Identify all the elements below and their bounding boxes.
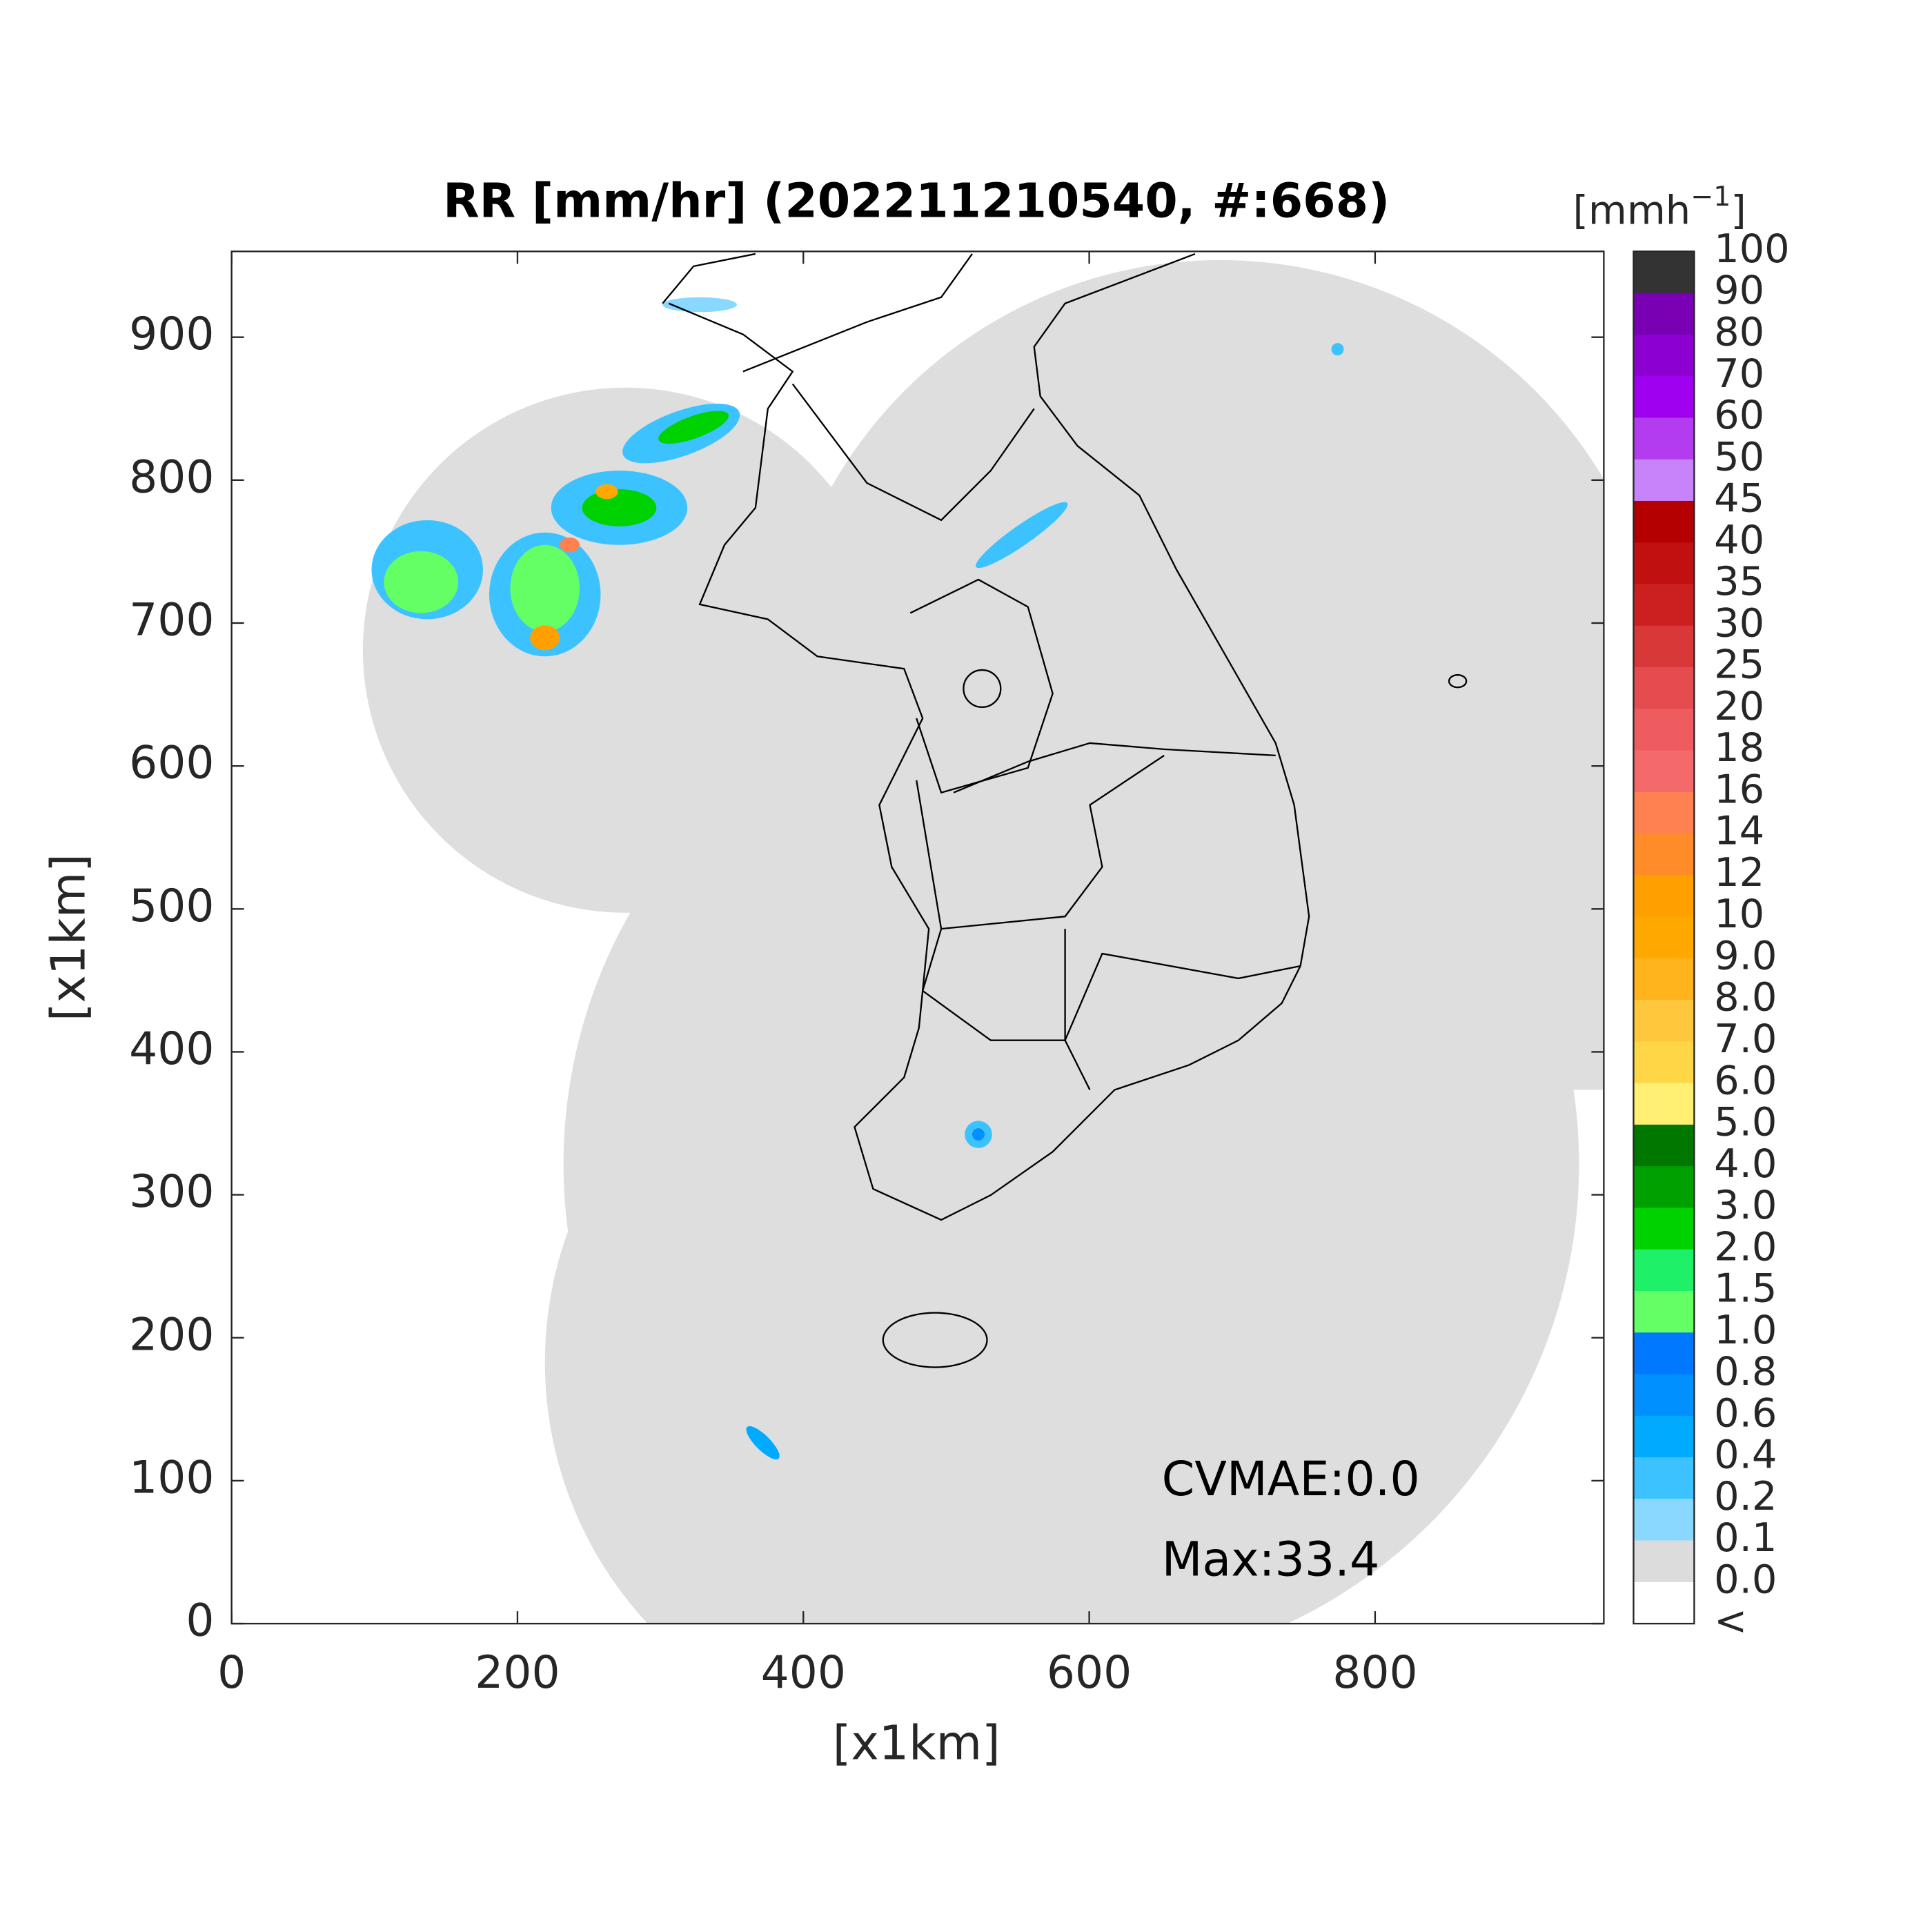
colorbar-label: 8.0 xyxy=(1714,974,1777,1021)
colorbar-label: 18 xyxy=(1714,724,1764,771)
colorbar-segment xyxy=(1633,1374,1695,1417)
colorbar-segment xyxy=(1633,1208,1695,1250)
colorbar-segment xyxy=(1633,1499,1695,1541)
precipitation xyxy=(371,297,1344,1460)
colorbar-segment xyxy=(1633,1581,1695,1624)
colorbar-segment xyxy=(1633,459,1695,502)
colorbar-label: 14 xyxy=(1714,808,1764,854)
unit-base: [mmh xyxy=(1573,187,1690,233)
colorbar-segment xyxy=(1633,1415,1695,1458)
colorbar-label: 6.0 xyxy=(1714,1057,1777,1103)
colorbar-label: 12 xyxy=(1714,849,1764,896)
colorbar-segment xyxy=(1633,293,1695,335)
colorbar-label: 3.0 xyxy=(1714,1182,1777,1228)
colorbar-label: 0.6 xyxy=(1714,1390,1777,1436)
colorbar-label: 0.8 xyxy=(1714,1348,1777,1394)
colorbar-segment xyxy=(1633,1457,1695,1499)
colorbar-label: 7.0 xyxy=(1714,1016,1777,1062)
colorbar-label: 45 xyxy=(1714,475,1764,522)
colorbar-segment xyxy=(1633,667,1695,709)
colorbar-label: 90 xyxy=(1714,267,1764,313)
y-tick-label: 500 xyxy=(129,880,214,932)
unit-exponent: −1 xyxy=(1690,181,1731,213)
colorbar-label: 25 xyxy=(1714,642,1764,688)
colorbar-label: 5.0 xyxy=(1714,1099,1777,1145)
colorbar-segment xyxy=(1633,1332,1695,1375)
y-tick-label: 700 xyxy=(129,595,214,647)
colorbar-label: 0.4 xyxy=(1714,1432,1777,1478)
y-tick-label: 600 xyxy=(129,738,214,789)
colorbar-label: 70 xyxy=(1714,351,1764,397)
colorbar-label: 0.0 xyxy=(1714,1556,1777,1602)
y-tick-label: 0 xyxy=(186,1595,214,1647)
colorbar-segment xyxy=(1633,916,1695,959)
colorbar-segment xyxy=(1633,834,1695,876)
colorbar-label: 50 xyxy=(1714,433,1764,480)
colorbar-label: 1.5 xyxy=(1714,1265,1777,1312)
colorbar-label: < xyxy=(1714,1598,1747,1644)
colorbar-segment xyxy=(1633,1249,1695,1292)
colorbar-label: 0.1 xyxy=(1714,1515,1777,1561)
y-tick-label: 900 xyxy=(129,308,214,360)
colorbar-segment xyxy=(1633,709,1695,751)
colorbar-label: 40 xyxy=(1714,517,1764,563)
colorbar-label: 30 xyxy=(1714,600,1764,646)
x-tick-label: 400 xyxy=(761,1647,846,1699)
colorbar-segment xyxy=(1633,376,1695,418)
x-tick-label: 800 xyxy=(1332,1647,1417,1699)
colorbar-segment xyxy=(1633,1290,1695,1333)
colorbar-frame xyxy=(1633,250,1695,1625)
colorbar-unit: [mmh−1] xyxy=(1573,181,1746,234)
x-tick-label: 600 xyxy=(1047,1647,1132,1699)
colorbar-segment xyxy=(1633,584,1695,627)
colorbar-segment xyxy=(1633,417,1695,460)
colorbar-segment xyxy=(1633,1000,1695,1042)
colorbar-label: 1.0 xyxy=(1714,1307,1777,1353)
colorbar-segment xyxy=(1633,334,1695,377)
colorbar-segment xyxy=(1633,791,1695,834)
colorbar-segment xyxy=(1633,251,1695,294)
colorbar-label: 0.2 xyxy=(1714,1473,1777,1519)
colorbar-segment xyxy=(1633,750,1695,793)
x-tick-label: 200 xyxy=(475,1647,560,1699)
colorbar-label: 10 xyxy=(1714,891,1764,937)
colorbar-label: 9.0 xyxy=(1714,932,1777,978)
colorbar-segment xyxy=(1633,1083,1695,1125)
colorbar-segment xyxy=(1633,500,1695,543)
colorbar-segment xyxy=(1633,625,1695,668)
colorbar-label: 2.0 xyxy=(1714,1223,1777,1270)
radar-map xyxy=(362,253,1604,1624)
y-tick-label: 800 xyxy=(129,451,214,503)
colorbar-label: 60 xyxy=(1714,392,1764,438)
colorbar-label: 4.0 xyxy=(1714,1141,1777,1187)
colorbar-segment xyxy=(1633,1124,1695,1167)
colorbar-label: 20 xyxy=(1714,683,1764,729)
colorbar-segment xyxy=(1633,958,1695,1000)
colorbar-segment xyxy=(1633,1166,1695,1208)
colorbar-segment xyxy=(1633,542,1695,585)
coastline xyxy=(662,253,1468,1368)
axes-frame xyxy=(230,250,1605,1625)
chart-title: RR [mm/hr] (202211210540, #:668) xyxy=(443,175,1390,229)
colorbar-label: 35 xyxy=(1714,558,1764,604)
y-tick-label: 200 xyxy=(129,1309,214,1361)
colorbar-label: 100 xyxy=(1714,226,1790,272)
y-tick-label: 100 xyxy=(129,1452,214,1504)
y-tick-label: 400 xyxy=(129,1023,214,1075)
annotation: Max:33.4 xyxy=(1162,1533,1380,1588)
colorbar-label: 80 xyxy=(1714,309,1764,355)
x-tick-label: 0 xyxy=(217,1647,246,1699)
x-axis-label: [x1km] xyxy=(833,1716,1000,1771)
unit-close: ] xyxy=(1731,187,1746,233)
y-tick-label: 300 xyxy=(129,1166,214,1218)
radar-coverage xyxy=(362,260,1604,1624)
y-axis-label: [x1km] xyxy=(42,854,97,1021)
colorbar-label: 16 xyxy=(1714,766,1764,812)
colorbar-segment xyxy=(1633,1540,1695,1583)
colorbar-segment xyxy=(1633,875,1695,918)
colorbar-segment xyxy=(1633,1041,1695,1084)
annotation: CVMAE:0.0 xyxy=(1162,1452,1420,1507)
